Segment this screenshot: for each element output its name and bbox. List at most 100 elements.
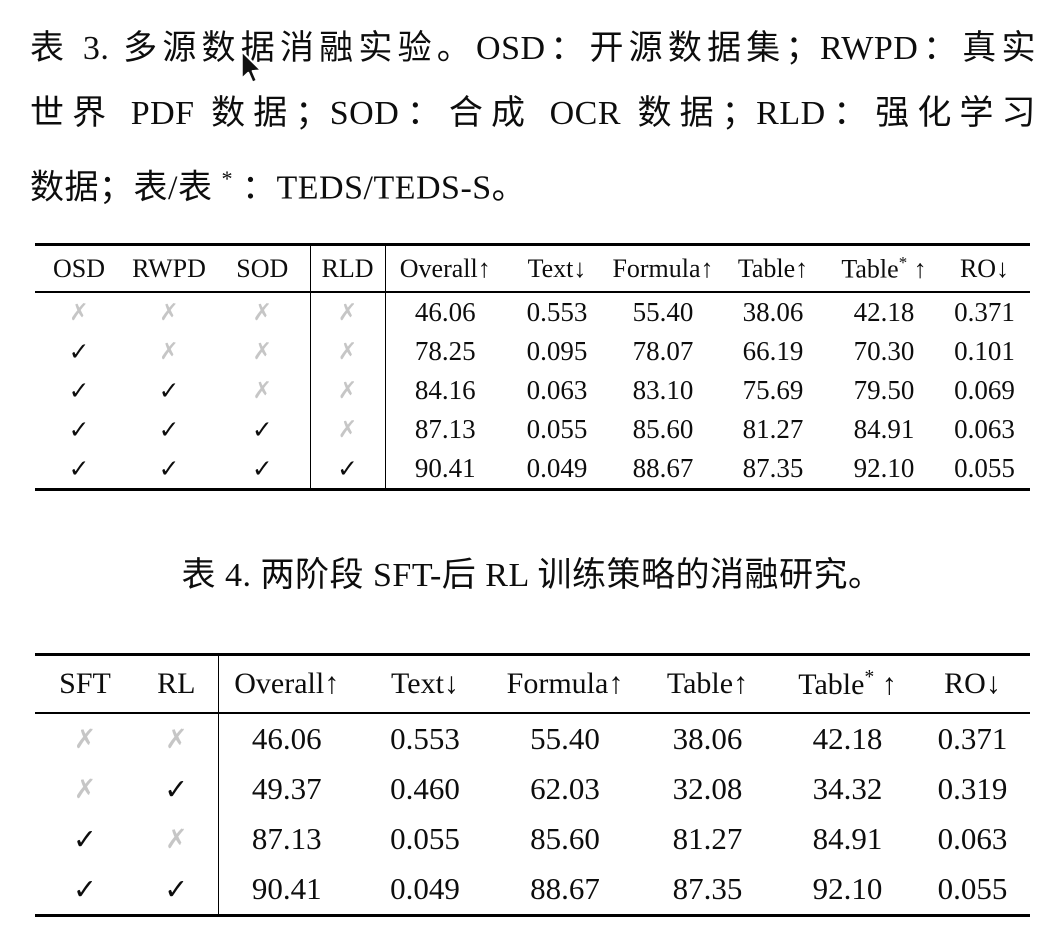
- column-header: RL: [135, 654, 218, 714]
- value-cell: 87.13: [217, 814, 355, 864]
- value-cell: 87.13: [414, 414, 476, 444]
- cross-icon: ✗: [165, 823, 188, 855]
- value-cell: 0.049: [390, 871, 460, 906]
- value-cell: 42.18: [853, 297, 915, 327]
- value-cell: 0.319: [937, 771, 1008, 806]
- value-cell: 0.055: [937, 871, 1008, 906]
- table-row: ✗ ✗ 46.06 0.553 55.40 38.06 42.18 0.371: [35, 713, 1030, 764]
- value-cell: 87.35: [672, 871, 743, 906]
- value-cell: 84.16: [414, 375, 476, 405]
- value-cell: 88.67: [530, 871, 600, 906]
- value-cell: 0.049: [526, 453, 588, 483]
- value-cell: 0.063: [526, 375, 588, 405]
- value-cell: 0.460: [390, 771, 460, 806]
- cross-icon: ✗: [252, 299, 272, 326]
- column-header: Formula↑: [609, 244, 717, 293]
- value-cell: 78.07: [632, 336, 694, 366]
- column-header: RO↓: [915, 654, 1030, 714]
- column-header: Text↓: [505, 244, 609, 293]
- check-icon: ✓: [158, 376, 180, 405]
- value-cell: 85.60: [632, 414, 694, 444]
- table3-caption-line-1: 表 3. 多源数据消融实验。OSD：开源数据集；RWPD：真实: [30, 30, 1036, 67]
- table4-caption: 表 4. 两阶段 SFT-后 RL 训练策略的消融研究。: [181, 557, 883, 594]
- column-header: SOD: [215, 244, 310, 293]
- header-row: SFT RL Overall↑ Text↓ Formula↑ Table↑ Table* ↑…: [35, 654, 1030, 714]
- column-header: Overall↑: [217, 654, 355, 714]
- value-cell: 79.50: [853, 375, 915, 405]
- value-cell: 0.055: [954, 453, 1015, 483]
- value-cell: 0.069: [954, 375, 1015, 405]
- value-cell: 87.35: [742, 453, 804, 483]
- value-cell: 90.41: [217, 864, 355, 916]
- value-cell: 92.10: [812, 871, 883, 906]
- cross-icon: ✗: [309, 410, 386, 449]
- table3-caption-line-3: 数据；表/表 * ：TEDS/TEDS-S。: [30, 166, 527, 207]
- check-icon: ✓: [68, 337, 90, 366]
- value-cell: 75.69: [742, 375, 804, 405]
- cross-icon: ✗: [73, 723, 97, 755]
- value-cell: 55.40: [530, 721, 600, 756]
- table-row: ✓ ✓ ✓ ✓ 90.41 0.049 88.67 87.35 92.10 0.055: [35, 449, 1030, 490]
- value-cell: 46.06: [217, 713, 355, 764]
- check-icon: ✓: [73, 872, 97, 906]
- check-icon: ✓: [251, 454, 273, 483]
- cross-icon: ✗: [252, 377, 272, 404]
- value-cell: 83.10: [632, 375, 694, 405]
- value-cell: 84.91: [812, 821, 883, 856]
- value-cell: 81.27: [742, 414, 804, 444]
- value-cell: 88.67: [632, 453, 694, 483]
- check-icon: ✓: [164, 772, 189, 806]
- column-header: SFT: [35, 654, 135, 714]
- table-row: ✓ ✓ 90.41 0.049 88.67 87.35 92.10 0.055: [35, 864, 1030, 916]
- value-cell: 66.19: [742, 336, 804, 366]
- table-row: ✗ ✓ 49.37 0.460 62.03 32.08 34.32 0.319: [35, 764, 1030, 814]
- table-row: ✓ ✓ ✓ ✗ 87.13 0.055 85.60 81.27 84.91 0.063: [35, 410, 1030, 449]
- cross-icon: ✗: [252, 338, 272, 365]
- check-icon: ✓: [73, 822, 97, 856]
- value-cell: 0.371: [954, 297, 1015, 327]
- column-header: RLD: [309, 244, 386, 293]
- value-cell: 62.03: [530, 771, 600, 806]
- table3-multi-source-ablation: OSD RWPD SOD RLD Overall↑ Text↓ Formula↑ Table↑…: [35, 243, 1030, 491]
- value-cell: 49.37: [217, 764, 355, 814]
- value-cell: 34.32: [812, 771, 883, 806]
- header-row: OSD RWPD SOD RLD Overall↑ Text↓ Formula↑ Table↑…: [35, 244, 1030, 293]
- check-icon: ✓: [68, 415, 90, 444]
- superscript-asterisk: *: [221, 166, 233, 191]
- value-cell: 55.40: [632, 297, 694, 327]
- value-cell: 85.60: [530, 821, 600, 856]
- check-icon: ✓: [164, 872, 189, 906]
- check-icon: ✓: [251, 415, 273, 444]
- cross-icon: ✗: [309, 371, 386, 410]
- column-header: RO↓: [939, 244, 1030, 293]
- value-cell: 0.371: [937, 721, 1008, 756]
- cross-icon: ✗: [69, 299, 89, 326]
- table-row: ✓ ✗ 87.13 0.055 85.60 81.27 84.91 0.063: [35, 814, 1030, 864]
- check-icon: ✓: [309, 449, 386, 490]
- value-cell: 0.055: [390, 821, 460, 856]
- value-cell: 78.25: [414, 336, 476, 366]
- value-cell: 0.553: [390, 721, 460, 756]
- column-header: Table* ↑: [780, 654, 915, 714]
- check-icon: ✓: [158, 454, 180, 483]
- column-header: Overall↑: [385, 244, 505, 293]
- value-cell: 90.41: [414, 453, 476, 483]
- value-cell: 0.101: [954, 336, 1015, 366]
- value-cell: 42.18: [812, 721, 883, 756]
- value-cell: 46.06: [414, 297, 476, 327]
- table3-caption-line-2: 世界 PDF 数据；SOD：合成 OCR 数据；RLD：强化学习: [30, 95, 1036, 132]
- table-row: ✓ ✓ ✗ ✗ 84.16 0.063 83.10 75.69 79.50 0.069: [35, 371, 1030, 410]
- value-cell: 0.063: [954, 414, 1015, 444]
- value-cell: 70.30: [853, 336, 915, 366]
- column-header: RWPD: [123, 244, 215, 293]
- cross-icon: ✗: [165, 723, 188, 755]
- cross-icon: ✗: [159, 299, 179, 326]
- column-header: Text↓: [355, 654, 495, 714]
- table4-sft-rl-ablation: SFT RL Overall↑ Text↓ Formula↑ Table↑ Table* ↑…: [35, 653, 1030, 917]
- cross-icon: ✗: [309, 292, 386, 332]
- value-cell: 0.063: [937, 821, 1008, 856]
- value-cell: 92.10: [853, 453, 915, 483]
- check-icon: ✓: [68, 454, 90, 483]
- superscript-asterisk: *: [864, 666, 875, 688]
